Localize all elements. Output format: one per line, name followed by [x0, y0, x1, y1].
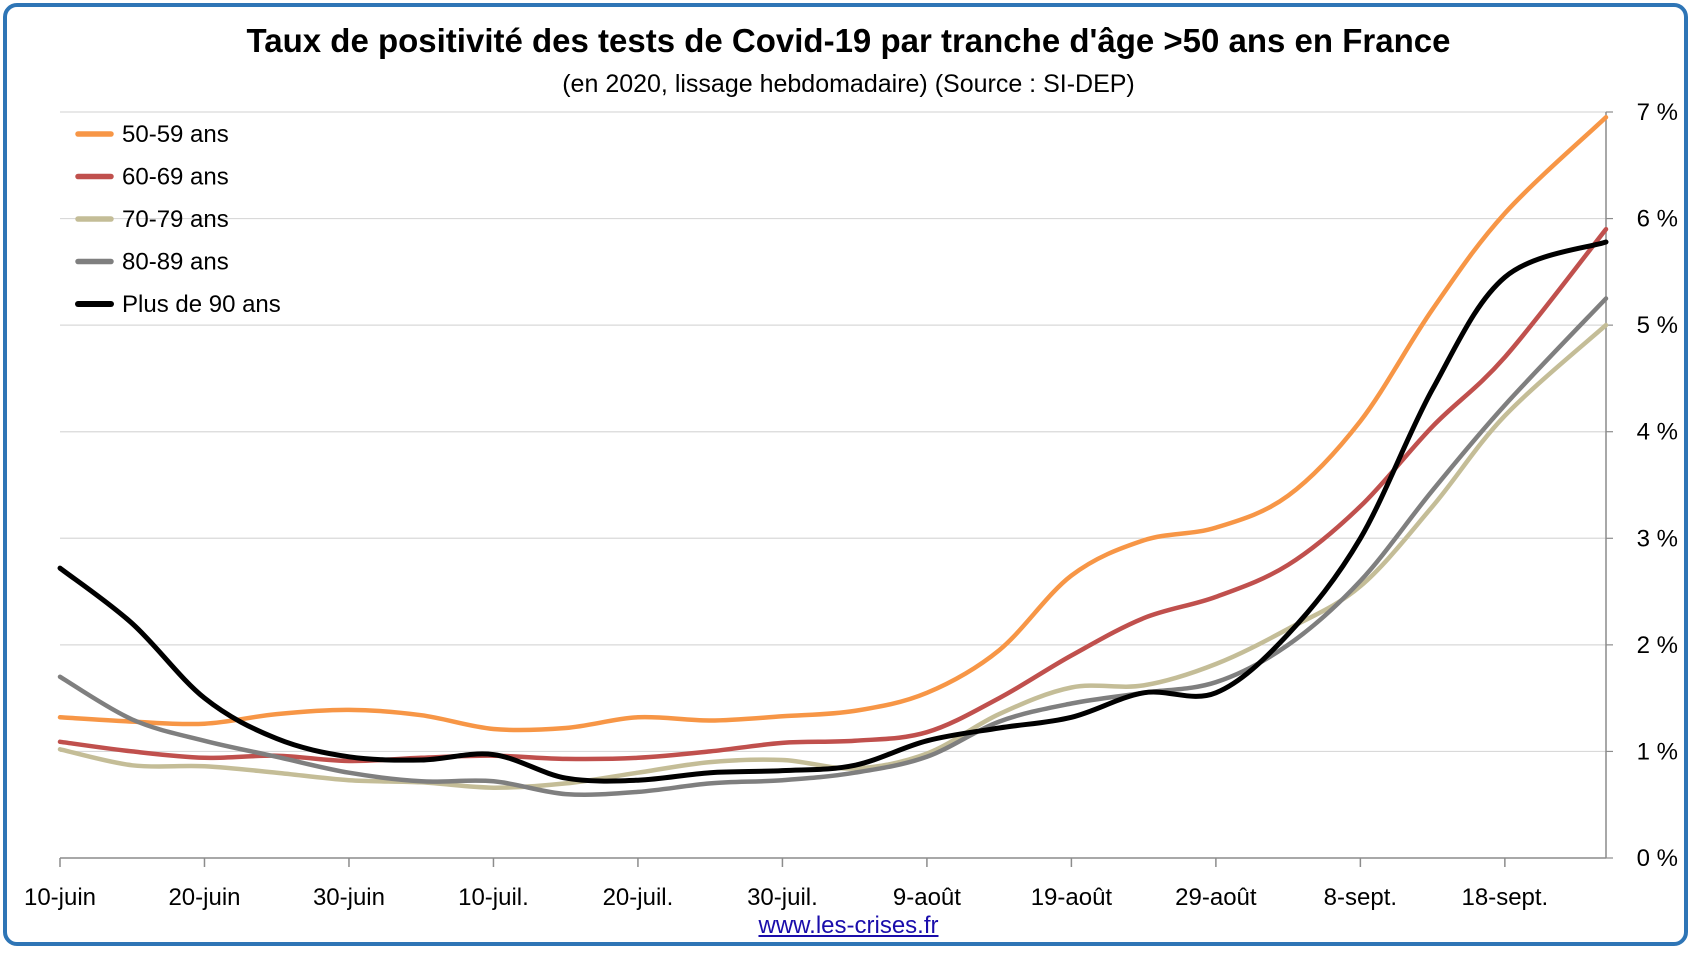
legend-label: Plus de 90 ans	[122, 291, 281, 318]
gridlines	[60, 111, 1606, 753]
series-lines	[57, 115, 1609, 797]
y-tick-label: 6 %	[1637, 206, 1678, 233]
y-tick-label: 5 %	[1637, 312, 1678, 339]
y-tick-label: 2 %	[1637, 632, 1678, 659]
legend: 50-59 ans 60-69 ans 70-79 ans 80-89 ans Plus…	[75, 121, 281, 318]
y-tick-label: 7 %	[1637, 99, 1678, 126]
series-line-2	[57, 226, 1609, 764]
legend-label: 80-89 ans	[122, 249, 229, 276]
x-tick-label: 30-juil.	[747, 884, 818, 911]
legend-label: 70-79 ans	[122, 206, 229, 233]
legend-label: 60-69 ans	[122, 164, 229, 191]
x-tick-label: 10-juin	[24, 884, 96, 911]
x-tick-label: 18-sept.	[1462, 884, 1549, 911]
x-tick-label: 19-août	[1031, 884, 1113, 911]
y-tick-label: 0 %	[1637, 845, 1678, 872]
x-tick-label: 10-juil.	[458, 884, 529, 911]
y-tick-label: 1 %	[1637, 738, 1678, 765]
x-tick-label: 8-sept.	[1324, 884, 1397, 911]
y-tick-label: 3 %	[1637, 525, 1678, 552]
source-link[interactable]: www.les-crises.fr	[758, 912, 939, 939]
legend-label: 50-59 ans	[122, 121, 229, 148]
x-axis-ticks: 10-juin 20-juin 30-juin 10-juil. 20-juil. 30-…	[24, 858, 1548, 911]
series-line-3	[57, 322, 1609, 790]
y-axis-ticks: 0 % 1 % 2 % 3 % 4 % 5 % 6 % 7 %	[1606, 99, 1678, 872]
series-line-5	[57, 239, 1609, 784]
series-line-1	[57, 115, 1609, 733]
x-tick-label: 30-juin	[313, 884, 385, 911]
axes	[60, 112, 1607, 859]
x-tick-label: 20-juin	[168, 884, 240, 911]
chart-subtitle: (en 2020, lissage hebdomadaire) (Source …	[562, 70, 1135, 98]
x-tick-label: 9-août	[893, 884, 961, 911]
x-tick-label: 29-août	[1175, 884, 1257, 911]
series-line-4	[57, 296, 1609, 797]
chart-title: Taux de positivité des tests de Covid-19…	[246, 22, 1451, 59]
y-tick-label: 4 %	[1637, 419, 1678, 446]
chart-frame	[3, 3, 1688, 946]
x-tick-label: 20-juil.	[603, 884, 674, 911]
